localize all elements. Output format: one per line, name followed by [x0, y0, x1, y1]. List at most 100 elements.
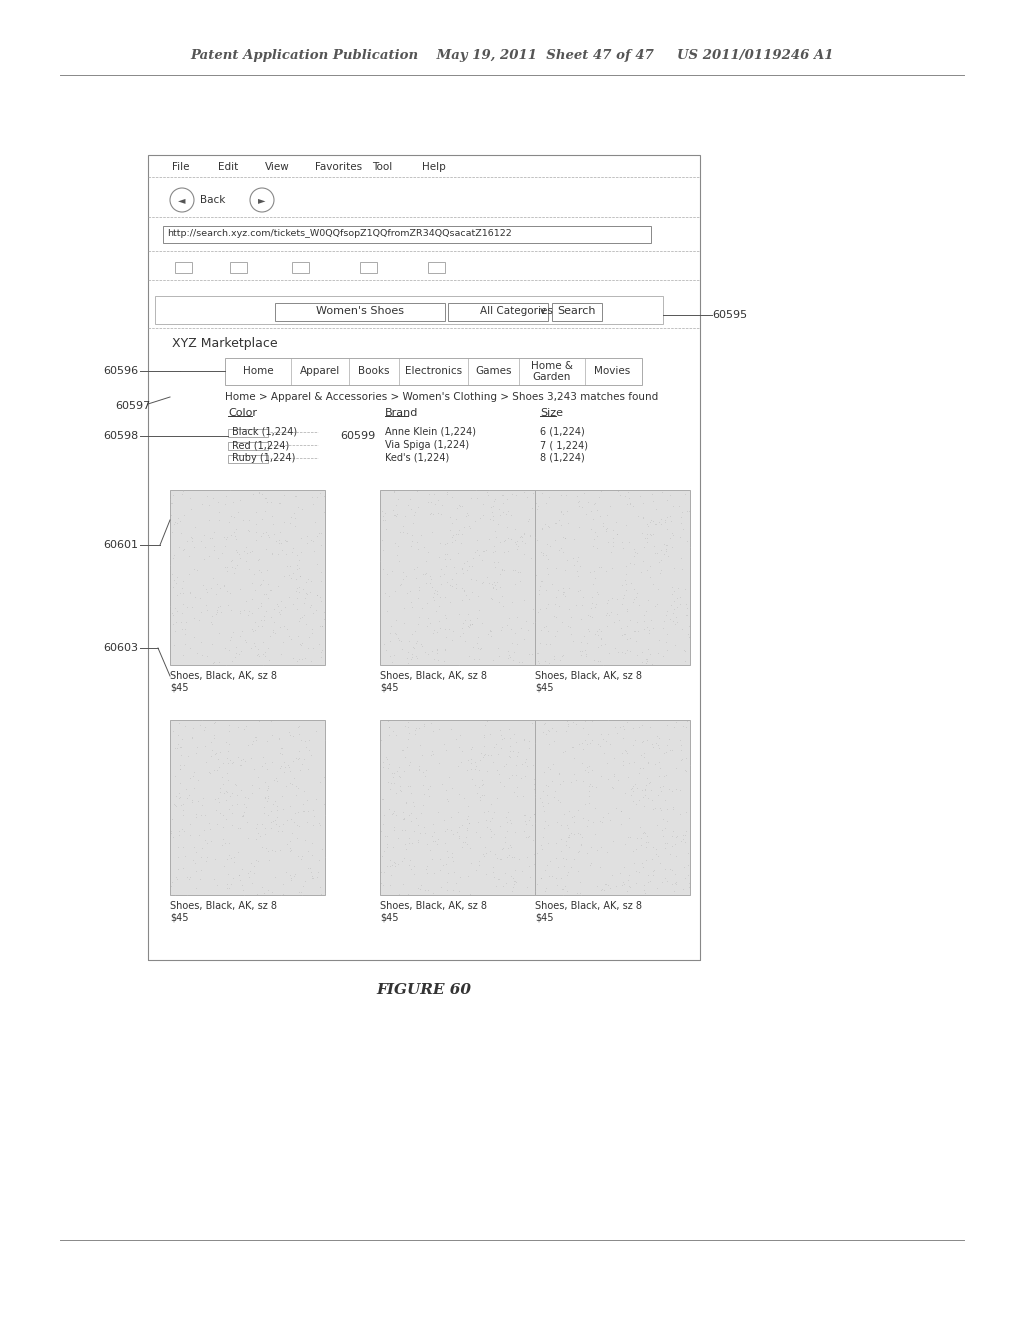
Point [639, 513, 655, 535]
Point [492, 763, 508, 784]
FancyBboxPatch shape [428, 261, 445, 273]
Point [432, 859, 449, 880]
Point [297, 572, 313, 593]
Point [451, 817, 467, 838]
Point [232, 578, 249, 599]
Point [640, 515, 656, 536]
Point [162, 554, 178, 576]
Point [471, 787, 487, 808]
Point [600, 768, 616, 789]
Point [190, 824, 207, 845]
Point [247, 611, 263, 632]
Point [311, 615, 328, 636]
Point [269, 576, 286, 597]
Point [248, 502, 264, 523]
Point [560, 801, 577, 822]
Point [440, 847, 457, 869]
Point [410, 496, 426, 517]
Point [382, 630, 398, 651]
Text: Anne Klein (1,224): Anne Klein (1,224) [385, 426, 476, 437]
Point [251, 710, 267, 731]
Point [411, 759, 427, 780]
Point [667, 863, 683, 884]
Point [652, 562, 669, 583]
Point [639, 524, 655, 545]
Point [492, 849, 508, 870]
Point [503, 528, 519, 549]
Point [633, 561, 649, 582]
Point [165, 484, 181, 506]
Point [234, 805, 251, 826]
Point [654, 618, 671, 639]
Point [508, 484, 524, 506]
Point [305, 638, 322, 659]
Point [546, 787, 562, 808]
Point [387, 533, 403, 554]
Point [603, 602, 620, 623]
Point [472, 508, 488, 529]
Point [254, 569, 270, 590]
Point [190, 610, 207, 631]
Point [422, 776, 438, 797]
Point [593, 628, 609, 649]
Point [289, 651, 305, 672]
Point [658, 605, 675, 626]
Point [229, 817, 246, 838]
Point [656, 766, 673, 787]
Point [425, 586, 441, 607]
Point [221, 843, 238, 865]
Point [376, 634, 392, 655]
Point [553, 867, 569, 888]
Point [459, 817, 475, 838]
Point [634, 523, 650, 544]
Point [461, 516, 477, 537]
Point [238, 550, 254, 572]
Point [270, 544, 287, 565]
Point [264, 752, 281, 774]
Point [652, 780, 669, 801]
Point [285, 594, 301, 615]
Point [630, 506, 646, 527]
Point [400, 828, 417, 849]
Point [206, 535, 222, 556]
Point [595, 512, 611, 533]
Point [410, 878, 426, 899]
Point [291, 882, 307, 903]
Point [259, 587, 275, 609]
Point [425, 619, 441, 640]
Point [229, 554, 246, 576]
Point [548, 587, 564, 609]
Point [263, 506, 280, 527]
Point [211, 652, 227, 673]
Point [276, 512, 293, 533]
Point [659, 545, 676, 566]
Point [276, 597, 293, 618]
Point [574, 738, 591, 759]
Point [390, 550, 407, 572]
Point [264, 544, 281, 565]
Point [431, 586, 447, 607]
Point [379, 758, 395, 779]
Point [276, 751, 293, 772]
Point [247, 619, 263, 640]
Point [451, 520, 467, 541]
Point [226, 525, 243, 546]
Point [165, 548, 181, 569]
Point [289, 554, 305, 576]
Point [379, 564, 395, 585]
Text: All Categories: All Categories [480, 306, 553, 315]
Point [663, 511, 679, 532]
Point [384, 762, 400, 783]
Point [582, 780, 598, 801]
Point [384, 561, 400, 582]
Point [468, 859, 484, 880]
Point [569, 800, 586, 821]
Point [290, 717, 306, 738]
Point [283, 865, 299, 886]
Point [479, 760, 496, 781]
Point [238, 797, 254, 818]
Point [442, 818, 459, 840]
Point [485, 577, 502, 598]
Point [614, 874, 631, 895]
Point [302, 858, 318, 879]
